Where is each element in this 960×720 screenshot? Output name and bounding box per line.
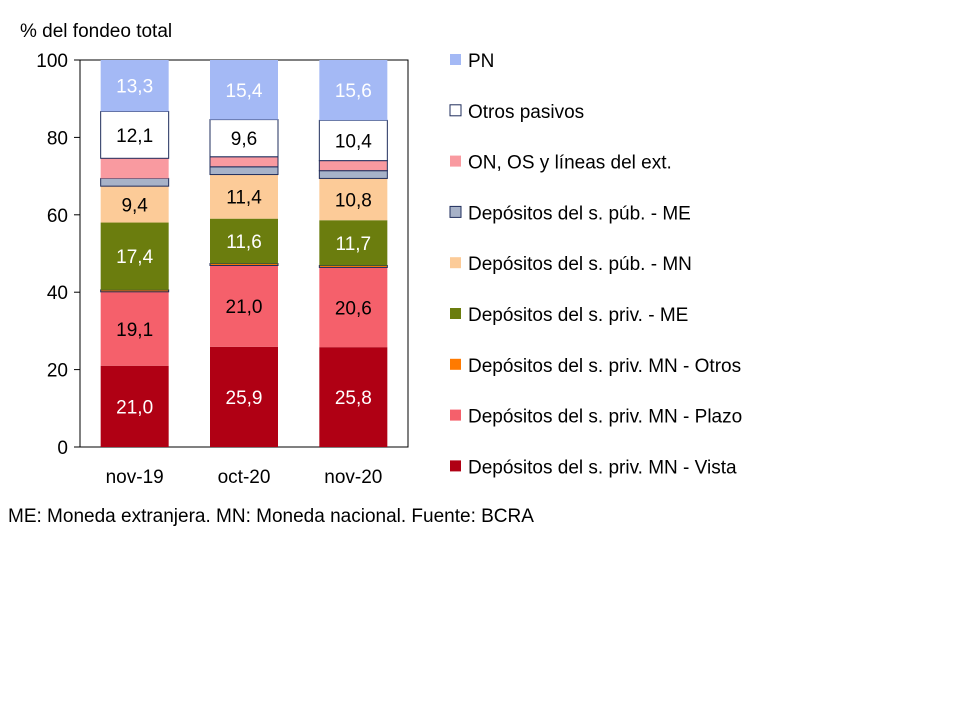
bar-segment: [100, 222, 169, 290]
bar-segment: [100, 158, 169, 179]
data-label: 21,0: [116, 397, 153, 418]
legend-swatch: [450, 155, 461, 167]
bar-segment: [209, 166, 279, 176]
data-label: 15,4: [226, 81, 263, 102]
bar-segment: [319, 347, 388, 447]
y-tick-label: 100: [36, 51, 68, 72]
legend-label: Depósitos del s. priv. MN - Otros: [468, 356, 741, 377]
bar-segment: [100, 289, 170, 293]
bar-segment: [100, 291, 169, 366]
bar-segment: [100, 365, 169, 447]
bar-segment: [318, 160, 388, 172]
legend-swatch: [450, 460, 461, 472]
data-label: 11,6: [226, 232, 262, 253]
y-tick-label: 20: [47, 361, 68, 382]
x-tick-label: nov-19: [106, 467, 164, 488]
legend-label: Otros pasivos: [468, 102, 584, 123]
y-axis-title: % del fondeo total: [20, 21, 172, 42]
bar-segment: [209, 156, 279, 168]
stacked-bar-chart: % del fondeo total 0 20 40 60 80 100 nov-19 oct…: [20, 21, 742, 488]
legend-label: Depósitos del s. púb. - ME: [468, 203, 691, 224]
legend-swatch: [450, 409, 461, 421]
data-label: 12,1: [116, 126, 153, 147]
legend-swatch: [450, 308, 461, 319]
bar-segment: [210, 346, 278, 447]
data-label: 10,4: [335, 131, 372, 152]
bar-segment: [100, 60, 169, 112]
data-label: 11,7: [336, 234, 372, 255]
bar-segment: [210, 265, 278, 347]
legend-label: Depósitos del s. priv. MN - Plazo: [468, 407, 742, 428]
bar-segment: [100, 110, 170, 159]
data-label: 17,4: [116, 247, 153, 268]
bar-segment: [100, 177, 170, 187]
bar-segment: [210, 60, 278, 120]
bar-segment: [319, 60, 388, 121]
legend-swatch: [450, 358, 461, 370]
bar-segment: [318, 264, 388, 268]
x-tick-label: oct-20: [218, 467, 271, 488]
bar-segment: [318, 119, 388, 162]
legend-swatch: [449, 104, 462, 117]
data-label: 25,9: [226, 388, 263, 409]
legend-swatch: [450, 257, 461, 269]
bar-segment: [100, 186, 169, 223]
bar-segment: [210, 218, 278, 264]
data-label: 9,4: [121, 195, 148, 216]
bar-segment: [209, 263, 279, 266]
y-tick-label: 80: [47, 128, 68, 149]
legend-label: ON, OS y líneas del ext.: [468, 153, 672, 174]
y-tick-label: 0: [57, 438, 68, 459]
bar-segment: [319, 178, 388, 221]
legend-swatch: [449, 205, 462, 218]
data-label: 10,8: [335, 190, 372, 211]
bar-segment: [319, 267, 388, 348]
legend-label: Depósitos del s. priv. MN - Vista: [468, 457, 737, 478]
legend-label: PN: [468, 51, 494, 72]
data-label: 19,1: [116, 320, 153, 341]
legend-label: Depósitos del s. púb. - MN: [468, 254, 692, 275]
data-label: 25,8: [335, 388, 372, 409]
bar-segment: [319, 220, 388, 266]
data-label: 9,6: [231, 129, 257, 150]
footnote: ME: Moneda extranjera. MN: Moneda nacion…: [8, 506, 534, 527]
y-tick-label: 40: [47, 283, 68, 304]
legend-swatch: [450, 54, 461, 65]
data-label: 15,6: [335, 81, 372, 102]
bar-segment: [318, 170, 388, 179]
legend: PN Otros pasivos ON, OS y líneas del ext. D…: [449, 51, 742, 478]
y-tick-label: 60: [47, 206, 68, 227]
x-tick-label: nov-20: [324, 467, 382, 488]
bars: 21,0 19,1 17,4 9,4 12,1 13,3 25,9 21,0 11,6 11,4 9…: [100, 60, 388, 447]
legend-label: Depósitos del s. priv. - ME: [468, 305, 688, 326]
data-label: 13,3: [116, 77, 153, 98]
bar-segment: [210, 174, 278, 219]
data-label: 20,6: [335, 298, 372, 319]
data-label: 11,4: [226, 188, 262, 209]
data-label: 21,0: [226, 297, 263, 318]
